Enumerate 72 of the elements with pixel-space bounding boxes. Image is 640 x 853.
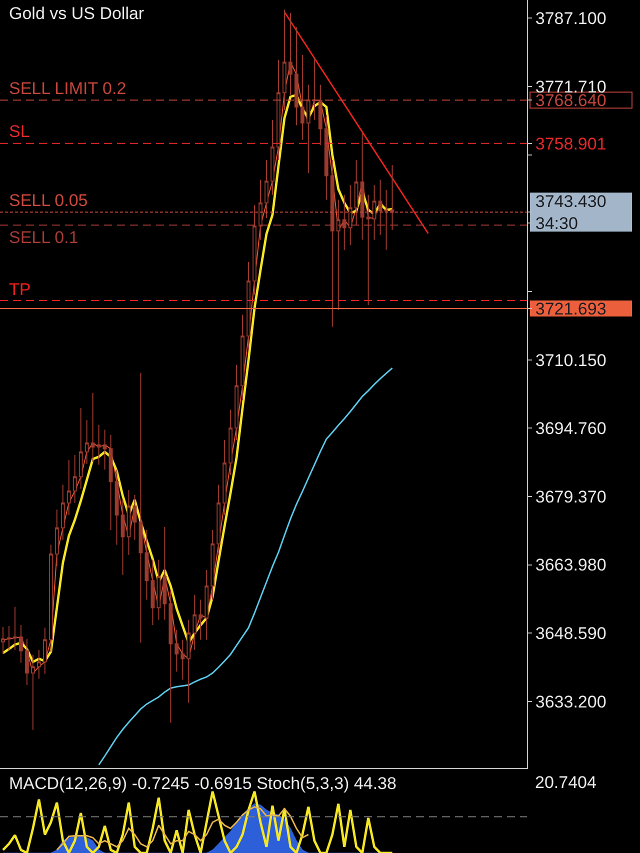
candlestick xyxy=(36,649,41,680)
y-tick-label: 3710.150 xyxy=(535,350,606,370)
candlestick xyxy=(270,119,274,196)
candlestick xyxy=(228,409,233,476)
candlestick xyxy=(162,526,167,620)
candlestick xyxy=(300,54,304,140)
candlestick xyxy=(240,314,245,400)
candlestick xyxy=(18,624,23,664)
ref-line-label: SL xyxy=(9,122,30,141)
candlestick xyxy=(30,654,35,730)
candlestick xyxy=(318,84,322,146)
candlestick xyxy=(132,494,137,540)
candlestick xyxy=(108,434,113,531)
candlestick xyxy=(90,392,95,462)
candlestick xyxy=(150,559,155,626)
y-tick-label: 3787.100 xyxy=(535,9,606,28)
candlestick xyxy=(324,114,328,200)
candlestick xyxy=(222,439,227,516)
candlestick xyxy=(288,12,292,96)
candlestick xyxy=(13,606,17,650)
candlestick xyxy=(372,184,376,240)
candlestick xyxy=(42,627,47,674)
candlestick xyxy=(7,625,11,652)
candlestick xyxy=(126,490,131,556)
y-tick-label: 3694.760 xyxy=(535,419,606,438)
candlestick xyxy=(204,570,209,640)
candlestick xyxy=(168,589,173,724)
candlestick xyxy=(54,509,59,567)
y-tick-label: 3758.901 xyxy=(535,134,606,154)
candlestick xyxy=(66,459,71,516)
candlestick xyxy=(174,629,179,672)
candlestick xyxy=(180,639,185,680)
candlestick xyxy=(306,84,310,174)
text: 20.7404 xyxy=(535,773,596,792)
candlestick xyxy=(282,9,286,111)
candlestick xyxy=(210,530,215,600)
y-tick-label: 3679.370 xyxy=(535,487,606,506)
candlestick xyxy=(48,544,53,652)
ref-line-label: SELL LIMIT 0.2 xyxy=(9,79,126,98)
ref-line-label: SELL 0.1 xyxy=(9,228,78,247)
candlestick xyxy=(294,26,298,126)
y-tick-label: 3743.430 34:30 xyxy=(535,192,606,234)
y-tick-label: 3633.200 xyxy=(535,692,606,712)
y-tick-label: 3648.590 xyxy=(535,624,606,644)
line-series xyxy=(98,367,394,766)
ref-line-label: TP xyxy=(9,280,31,299)
candlestick xyxy=(264,159,268,218)
chart-title: Gold vs US Dollar xyxy=(9,4,144,23)
candlestick xyxy=(216,484,221,556)
candlestick xyxy=(144,530,149,600)
candlestick xyxy=(312,58,316,120)
candlestick xyxy=(246,261,250,350)
candlestick xyxy=(72,454,77,504)
candlestick xyxy=(78,407,83,490)
chart-title: MACD(12,26,9) -0.7245 -0.6915 Stoch(5,3,3) 44.38 xyxy=(9,774,396,793)
candlestick xyxy=(276,59,280,160)
candlestick xyxy=(24,638,29,686)
candlestick xyxy=(156,559,161,620)
y-tick-label: 3663.980 xyxy=(535,556,606,575)
y-tick-label: 3721.693 xyxy=(535,300,606,319)
candlestick xyxy=(120,499,125,576)
candlestick xyxy=(114,469,119,546)
candlestick xyxy=(192,594,197,650)
candlestick xyxy=(186,619,191,704)
candlestick xyxy=(60,484,65,540)
candlestick xyxy=(102,429,107,470)
candlestick xyxy=(234,364,239,440)
ref-line-label: SELL 0.05 xyxy=(9,191,88,210)
candlestick xyxy=(84,419,89,464)
candlestick xyxy=(96,424,101,466)
candlestick xyxy=(138,372,143,644)
candlestick xyxy=(198,599,203,640)
